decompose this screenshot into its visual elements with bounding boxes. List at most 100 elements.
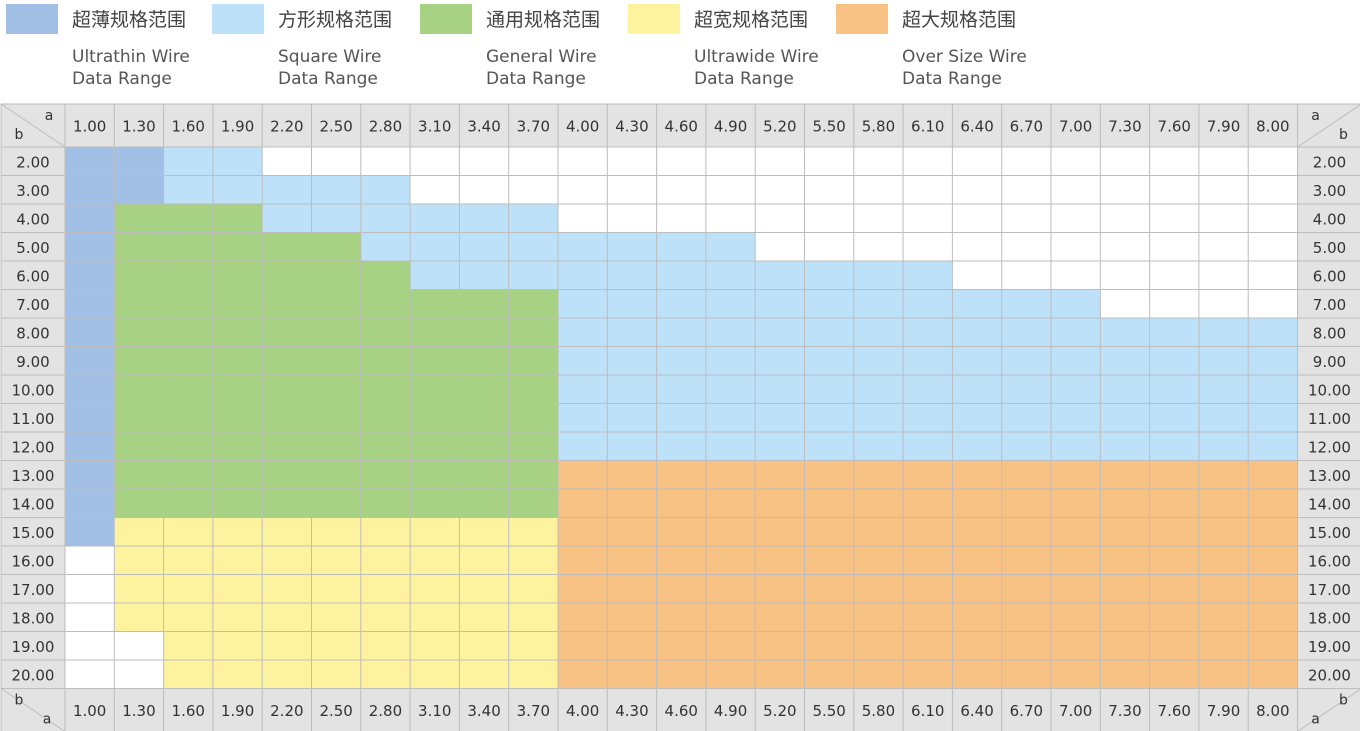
cell-square: [508, 261, 558, 290]
cell-none: [1248, 289, 1298, 318]
cell-general: [163, 318, 213, 347]
cell-general: [311, 432, 361, 461]
cell-general: [114, 375, 164, 404]
cell-square: [163, 147, 213, 176]
cell-general: [311, 232, 361, 261]
cell-square: [656, 346, 706, 375]
cell-ultrawide: [212, 517, 263, 546]
cell-general: [163, 432, 213, 461]
a-tick-label-top: 7.00: [1059, 118, 1092, 136]
cell-none: [262, 147, 312, 176]
cell-square: [705, 232, 756, 261]
cell-general: [459, 403, 509, 432]
cell-none: [1100, 232, 1150, 261]
cell-none: [65, 546, 115, 575]
cell-oversize: [607, 517, 657, 546]
cell-square: [607, 289, 657, 318]
cell-general: [311, 403, 361, 432]
a-tick-label-bottom: 5.20: [763, 702, 796, 720]
cell-square: [1051, 403, 1101, 432]
cell-square: [1001, 432, 1051, 461]
cell-general: [262, 432, 312, 461]
legend-label-en-line2: Data Range: [72, 69, 172, 89]
b-tick-label-right: 19.00: [1308, 638, 1351, 656]
cell-square: [853, 346, 904, 375]
cell-square: [1149, 432, 1199, 461]
b-tick-label-left: 12.00: [12, 438, 55, 456]
cell-none: [853, 204, 904, 233]
cell-oversize: [656, 631, 706, 660]
cell-square: [607, 318, 657, 347]
cell-oversize: [705, 631, 756, 660]
cell-square: [558, 346, 608, 375]
a-tick-label-bottom: 7.90: [1207, 702, 1240, 720]
cell-none: [755, 204, 805, 233]
a-tick-label-top: 7.60: [1158, 118, 1191, 136]
cell-oversize: [952, 489, 1002, 518]
cell-square: [212, 175, 263, 204]
legend-swatch-ultrathin: [6, 4, 58, 34]
cell-none: [607, 147, 657, 176]
cell-oversize: [1248, 546, 1298, 575]
a-tick-label-top: 1.60: [172, 118, 205, 136]
cell-oversize: [607, 546, 657, 575]
cell-square: [212, 147, 263, 176]
cell-oversize: [853, 574, 904, 603]
cell-general: [163, 460, 213, 489]
cell-general: [262, 289, 312, 318]
cell-oversize: [1198, 489, 1249, 518]
b-tick-label-right: 3.00: [1313, 182, 1346, 200]
cell-none: [558, 204, 608, 233]
cell-none: [1198, 232, 1249, 261]
legend-label-en-line1: Ultrathin Wire: [72, 47, 190, 67]
cell-general: [360, 432, 411, 461]
cell-ultrawide: [311, 517, 361, 546]
cell-ultrawide: [459, 546, 509, 575]
cell-ultrawide: [360, 546, 411, 575]
cell-oversize: [656, 517, 706, 546]
cell-square: [1051, 375, 1101, 404]
cell-ultrathin: [65, 432, 115, 461]
cell-oversize: [853, 546, 904, 575]
cell-ultrawide: [360, 631, 411, 660]
cell-square: [656, 403, 706, 432]
cell-oversize: [1248, 631, 1298, 660]
cell-square: [853, 375, 904, 404]
cell-oversize: [1051, 517, 1101, 546]
cell-square: [607, 261, 657, 290]
cell-oversize: [755, 489, 805, 518]
cell-ultrawide: [212, 631, 263, 660]
cell-none: [114, 660, 164, 689]
cell-oversize: [903, 460, 953, 489]
cell-general: [459, 460, 509, 489]
cell-square: [952, 318, 1002, 347]
cell-general: [163, 289, 213, 318]
cell-ultrathin: [65, 147, 115, 176]
cell-square: [1149, 318, 1199, 347]
cell-square: [1051, 289, 1101, 318]
cell-oversize: [804, 603, 854, 632]
cell-oversize: [804, 574, 854, 603]
cell-general: [262, 403, 312, 432]
cell-oversize: [1100, 631, 1150, 660]
cell-square: [1001, 346, 1051, 375]
a-tick-label-bottom: 1.30: [122, 702, 155, 720]
cell-none: [65, 603, 115, 632]
cell-square: [607, 403, 657, 432]
cell-square: [705, 261, 756, 290]
b-tick-label-left: 9.00: [16, 353, 49, 371]
cell-square: [804, 403, 854, 432]
cell-oversize: [1198, 460, 1249, 489]
cell-general: [114, 318, 164, 347]
a-tick-label-top: 4.60: [665, 118, 698, 136]
cell-oversize: [1100, 574, 1150, 603]
cell-ultrawide: [508, 660, 558, 689]
a-tick-label-top: 2.80: [369, 118, 402, 136]
cell-general: [508, 460, 558, 489]
cell-square: [459, 232, 509, 261]
cell-general: [114, 346, 164, 375]
b-tick-label-left: 18.00: [12, 609, 55, 627]
cell-general: [163, 261, 213, 290]
cell-general: [508, 318, 558, 347]
cell-none: [903, 232, 953, 261]
